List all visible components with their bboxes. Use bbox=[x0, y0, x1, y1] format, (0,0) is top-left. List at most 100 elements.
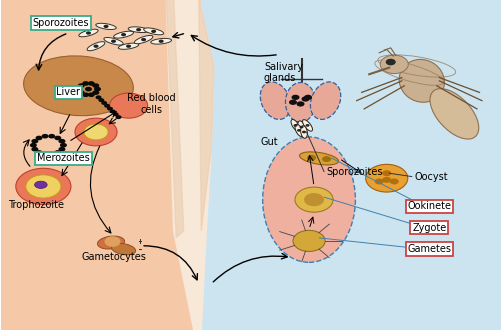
Circle shape bbox=[103, 25, 108, 28]
Circle shape bbox=[86, 31, 91, 35]
Ellipse shape bbox=[104, 38, 123, 45]
Circle shape bbox=[299, 126, 303, 128]
Ellipse shape bbox=[299, 152, 338, 165]
Ellipse shape bbox=[398, 59, 443, 102]
Circle shape bbox=[78, 90, 85, 95]
Ellipse shape bbox=[150, 38, 171, 44]
Text: Merozoites: Merozoites bbox=[37, 153, 90, 163]
Circle shape bbox=[322, 156, 331, 162]
Circle shape bbox=[381, 170, 390, 176]
Text: Gut: Gut bbox=[260, 137, 277, 147]
Circle shape bbox=[31, 139, 38, 144]
Circle shape bbox=[101, 101, 107, 105]
Circle shape bbox=[374, 179, 383, 184]
Text: Red blood
cells: Red blood cells bbox=[127, 93, 175, 115]
Circle shape bbox=[379, 55, 407, 74]
Text: Sporozoites: Sporozoites bbox=[326, 167, 382, 177]
Ellipse shape bbox=[300, 126, 307, 138]
Circle shape bbox=[151, 30, 156, 33]
Circle shape bbox=[95, 95, 101, 99]
Text: Oocyst: Oocyst bbox=[413, 172, 447, 182]
Ellipse shape bbox=[35, 181, 47, 188]
Text: Trophozoite: Trophozoite bbox=[8, 200, 64, 210]
Circle shape bbox=[111, 40, 116, 43]
Circle shape bbox=[82, 81, 89, 86]
Text: Gametes: Gametes bbox=[406, 244, 450, 254]
Circle shape bbox=[389, 179, 398, 184]
Circle shape bbox=[302, 131, 306, 133]
Circle shape bbox=[110, 110, 116, 114]
Circle shape bbox=[385, 59, 395, 65]
Circle shape bbox=[109, 93, 147, 118]
Circle shape bbox=[93, 45, 98, 48]
Circle shape bbox=[26, 175, 61, 198]
Ellipse shape bbox=[128, 27, 149, 33]
Ellipse shape bbox=[262, 137, 355, 262]
Circle shape bbox=[75, 118, 117, 146]
Circle shape bbox=[158, 40, 163, 43]
Circle shape bbox=[30, 143, 37, 148]
Ellipse shape bbox=[429, 89, 478, 139]
Circle shape bbox=[141, 38, 146, 41]
Circle shape bbox=[36, 150, 43, 155]
Text: Zygote: Zygote bbox=[411, 223, 445, 233]
Ellipse shape bbox=[295, 124, 303, 136]
Text: Liver: Liver bbox=[56, 87, 80, 97]
Ellipse shape bbox=[143, 28, 163, 35]
Circle shape bbox=[42, 134, 49, 139]
Circle shape bbox=[88, 81, 95, 86]
Circle shape bbox=[48, 134, 55, 139]
Polygon shape bbox=[166, 0, 183, 238]
Ellipse shape bbox=[310, 82, 340, 119]
Ellipse shape bbox=[87, 42, 105, 51]
Ellipse shape bbox=[134, 35, 153, 44]
Circle shape bbox=[16, 168, 71, 205]
Text: Ookinete: Ookinete bbox=[406, 201, 450, 211]
Ellipse shape bbox=[96, 23, 116, 29]
Circle shape bbox=[296, 101, 304, 107]
Circle shape bbox=[291, 95, 299, 100]
Ellipse shape bbox=[97, 236, 124, 249]
Circle shape bbox=[76, 87, 83, 91]
Circle shape bbox=[54, 136, 61, 140]
Circle shape bbox=[48, 152, 55, 156]
Ellipse shape bbox=[285, 82, 315, 122]
Ellipse shape bbox=[113, 31, 133, 38]
Circle shape bbox=[58, 139, 65, 144]
Circle shape bbox=[365, 164, 407, 192]
Circle shape bbox=[78, 83, 85, 88]
Circle shape bbox=[94, 87, 101, 91]
Circle shape bbox=[293, 230, 325, 251]
Circle shape bbox=[381, 177, 390, 183]
Ellipse shape bbox=[291, 119, 300, 131]
Circle shape bbox=[307, 155, 316, 161]
Ellipse shape bbox=[260, 82, 290, 119]
Circle shape bbox=[107, 107, 113, 111]
Ellipse shape bbox=[297, 121, 305, 133]
Circle shape bbox=[88, 92, 95, 97]
Circle shape bbox=[98, 98, 104, 102]
Circle shape bbox=[92, 83, 99, 88]
Circle shape bbox=[305, 124, 309, 127]
Circle shape bbox=[301, 96, 309, 102]
Circle shape bbox=[136, 28, 141, 31]
Circle shape bbox=[115, 115, 121, 119]
Circle shape bbox=[58, 147, 65, 151]
Bar bbox=[1, 0, 251, 330]
Circle shape bbox=[126, 45, 131, 48]
Circle shape bbox=[297, 129, 301, 132]
Ellipse shape bbox=[111, 244, 135, 255]
Circle shape bbox=[289, 100, 297, 105]
Circle shape bbox=[36, 136, 43, 140]
Circle shape bbox=[304, 193, 324, 206]
Circle shape bbox=[85, 87, 92, 91]
Circle shape bbox=[82, 92, 89, 97]
Text: Gametocytes: Gametocytes bbox=[81, 252, 146, 262]
Circle shape bbox=[295, 187, 333, 212]
Circle shape bbox=[304, 95, 312, 100]
Circle shape bbox=[293, 124, 297, 127]
Ellipse shape bbox=[118, 43, 138, 49]
Polygon shape bbox=[166, 0, 213, 330]
Circle shape bbox=[42, 152, 49, 156]
Ellipse shape bbox=[79, 29, 98, 37]
